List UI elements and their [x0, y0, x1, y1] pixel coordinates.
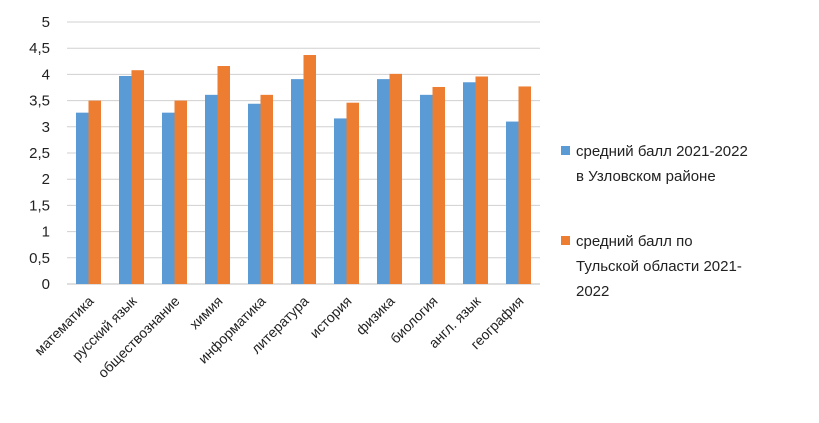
bar-series-1-3 — [205, 94, 218, 284]
bar-series-1-0 — [76, 112, 89, 284]
y-tick-label: 0 — [42, 276, 50, 293]
bar-series-2-3 — [217, 66, 230, 285]
y-tick-label: 3 — [42, 119, 50, 136]
bar-series-2-1 — [131, 70, 144, 284]
bar-series-1-4 — [248, 103, 261, 284]
legend-label-2: 2022 — [576, 283, 609, 300]
y-tick-label: 5 — [42, 14, 50, 31]
y-tick-label: 1,5 — [29, 197, 50, 214]
bar-series-2-4 — [260, 94, 273, 284]
bar-series-1-8 — [420, 94, 433, 284]
x-category-label: обществознание — [95, 293, 183, 381]
bar-series-1-1 — [119, 75, 132, 284]
bars — [76, 55, 531, 285]
bar-series-1-2 — [162, 112, 175, 284]
legend-swatch-2 — [561, 236, 570, 245]
y-tick-label: 4 — [42, 66, 50, 83]
legend-label-2: Тульской области 2021- — [576, 258, 742, 275]
bar-series-2-10 — [518, 86, 531, 285]
bar-series-1-9 — [463, 82, 476, 284]
bar-series-2-5 — [303, 55, 316, 285]
bar-series-2-9 — [475, 76, 488, 284]
y-tick-label: 1 — [42, 224, 50, 241]
bar-series-1-10 — [506, 121, 519, 284]
bar-series-2-2 — [174, 100, 187, 284]
y-tick-label: 0,5 — [29, 250, 50, 267]
y-tick-label: 3,5 — [29, 93, 50, 110]
bar-series-1-5 — [291, 79, 304, 284]
legend: средний балл 2021-2022 в Узловском районе… — [561, 143, 748, 300]
y-tick-label: 4,5 — [29, 40, 50, 57]
legend-label-1: средний балл 2021-2022 — [576, 143, 748, 160]
bar-series-2-6 — [346, 102, 359, 284]
bar-series-2-7 — [389, 73, 402, 284]
x-category-label: история — [306, 293, 354, 341]
bar-series-1-6 — [334, 118, 347, 284]
y-axis-ticks: 0 0,5 1 1,5 2 2,5 3 3,5 4 4,5 5 — [29, 14, 50, 293]
bar-series-2-0 — [88, 100, 101, 284]
y-tick-label: 2,5 — [29, 145, 50, 162]
legend-label-2: средний балл по — [576, 233, 693, 250]
y-tick-label: 2 — [42, 171, 50, 188]
x-category-label: химия — [186, 293, 225, 332]
bar-series-1-7 — [377, 79, 390, 284]
legend-label-1: в Узловском районе — [576, 168, 716, 185]
legend-swatch-1 — [561, 146, 570, 155]
bar-series-2-8 — [432, 86, 445, 284]
